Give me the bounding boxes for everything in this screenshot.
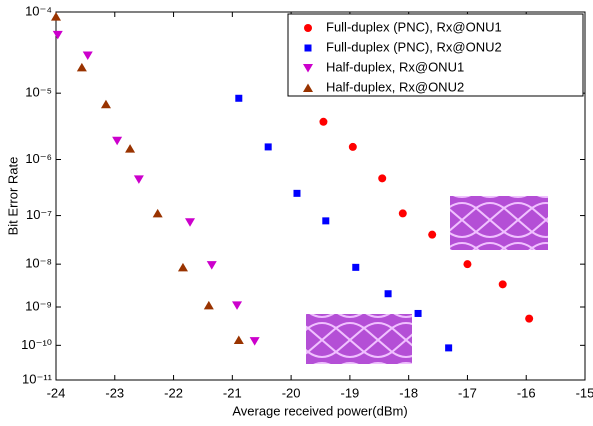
y-tick-label: 10⁻⁸: [25, 256, 52, 271]
marker: [384, 290, 392, 298]
x-axis-label: Average received power(dBm): [232, 403, 407, 418]
marker: [235, 94, 243, 102]
y-tick-label: 10⁻⁵: [25, 85, 52, 100]
marker: [322, 217, 330, 225]
x-tick-label: -15: [576, 385, 593, 400]
marker: [133, 175, 144, 184]
x-tick-label: -17: [458, 385, 477, 400]
marker: [445, 344, 453, 352]
marker: [82, 51, 93, 61]
legend-marker: [304, 24, 312, 32]
legend-label: Half-duplex, Rx@ONU1: [326, 59, 464, 74]
eye-diagram: [306, 314, 412, 364]
plot-frame: [55, 11, 586, 381]
legend-marker: [304, 44, 312, 52]
legend-label: Half-duplex, Rx@ONU2: [326, 79, 464, 94]
y-tick-label: 10⁻⁶: [25, 151, 52, 166]
marker: [428, 230, 437, 239]
x-tick-label: -20: [282, 385, 301, 400]
x-tick-label: -22: [164, 385, 183, 400]
marker: [125, 144, 136, 153]
marker: [463, 260, 472, 269]
marker: [348, 142, 357, 151]
marker: [52, 30, 63, 40]
legend-label: Full-duplex (PNC), Rx@ONU2: [326, 39, 502, 54]
marker: [498, 280, 507, 289]
x-tick-label: -24: [47, 385, 66, 400]
x-tick-label: -23: [105, 385, 124, 400]
marker: [76, 62, 87, 72]
marker: [233, 335, 244, 344]
marker: [100, 99, 111, 109]
y-axis-label: Bit Error Rate: [5, 157, 20, 236]
marker: [293, 189, 301, 197]
eye-diagram: [450, 196, 548, 250]
marker: [152, 208, 163, 218]
legend-box: [287, 13, 584, 97]
marker: [203, 300, 214, 310]
marker: [525, 314, 534, 323]
y-tick-label: 10⁻⁹: [25, 298, 52, 313]
legend-label: Full-duplex (PNC), Rx@ONU1: [326, 19, 502, 34]
marker: [206, 261, 217, 270]
legend: Full-duplex (PNC), Rx@ONU1 Full-duplex (P…: [287, 13, 584, 97]
marker: [249, 337, 260, 346]
y-tick-label: 10⁻¹¹: [22, 371, 53, 386]
marker: [232, 301, 243, 310]
marker: [378, 174, 387, 183]
y-tick-label: 10⁻¹⁰: [21, 337, 52, 352]
x-tick-label: -16: [517, 385, 536, 400]
y-tick-label: 10⁻⁴: [25, 3, 52, 18]
marker: [352, 263, 360, 271]
marker: [177, 262, 188, 272]
y-tick-label: 10⁻⁷: [26, 207, 52, 222]
legend-marker: [303, 83, 313, 92]
marker: [112, 136, 123, 146]
marker: [51, 12, 61, 21]
marker: [319, 117, 328, 126]
marker: [185, 218, 196, 227]
legend-marker: [303, 64, 313, 73]
x-tick-label: -18: [399, 385, 418, 400]
marker: [264, 143, 272, 151]
x-tick-label: -21: [223, 385, 242, 400]
marker: [398, 209, 407, 218]
x-tick-label: -19: [340, 385, 359, 400]
marker: [414, 309, 422, 317]
